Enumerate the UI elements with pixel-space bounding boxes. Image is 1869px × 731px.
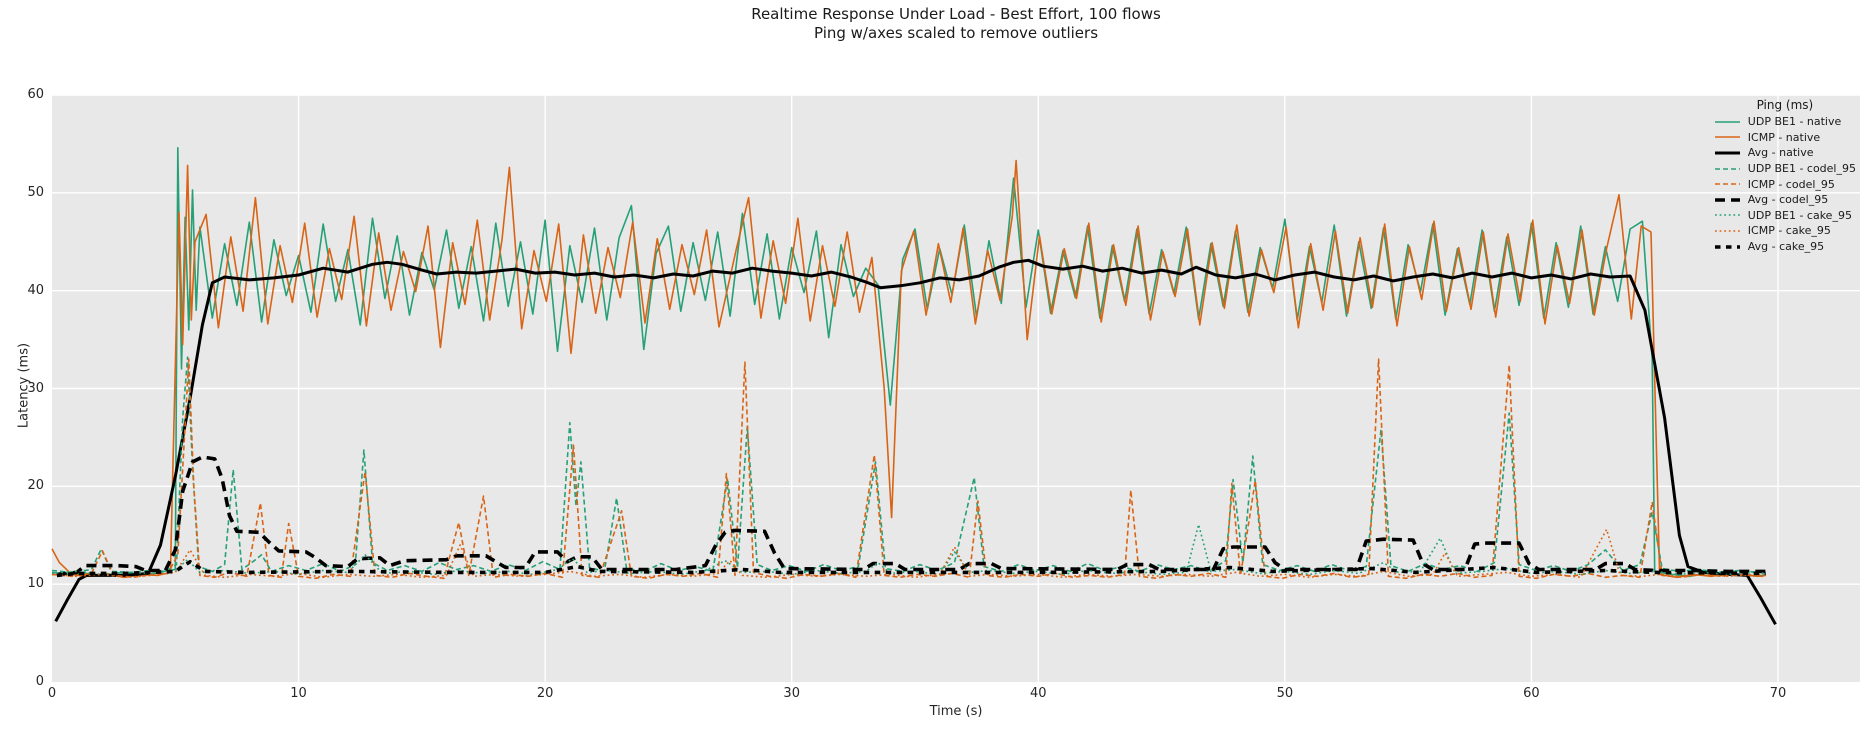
- legend-item-8: Avg - cake_95: [1714, 239, 1824, 255]
- y-tick-label: 40: [27, 282, 44, 298]
- x-tick-label: 0: [47, 686, 57, 701]
- series-line-6: [51, 523, 1766, 576]
- y-tick-label: 30: [27, 380, 44, 396]
- legend-item-3: UDP BE1 - codel_95: [1714, 161, 1856, 177]
- legend-item-6: UDP BE1 - cake_95: [1714, 208, 1852, 224]
- series-line-4: [51, 358, 1766, 580]
- legend-item-4: ICMP - codel_95: [1714, 176, 1835, 192]
- x-tick-label: 30: [783, 686, 800, 701]
- x-axis-label: Time (s): [929, 704, 983, 719]
- legend-item-label: ICMP - cake_95: [1747, 224, 1831, 238]
- legend-item-label: UDP BE1 - native: [1747, 115, 1842, 129]
- chart-title: Realtime Response Under Load - Best Effo…: [456, 5, 1456, 43]
- legend-line-swatch: [1714, 136, 1740, 139]
- x-tick-label: 50: [1276, 686, 1294, 701]
- legend-item-0: UDP BE1 - native: [1714, 114, 1841, 130]
- legend-line-swatch: [1714, 214, 1740, 217]
- legend-line-swatch: [1714, 151, 1740, 155]
- legend-item-label: ICMP - native: [1747, 130, 1821, 144]
- y-tick-label: 0: [35, 674, 44, 689]
- legend-title: Ping (ms): [1756, 98, 1814, 112]
- legend: Ping (ms) UDP BE1 - native ICMP - native A…: [1714, 98, 1856, 254]
- x-tick-label: 60: [1523, 686, 1540, 701]
- legend-item-label: ICMP - codel_95: [1747, 177, 1835, 191]
- legend-item-2: Avg - native: [1714, 145, 1814, 161]
- y-tick-label: 10: [27, 576, 44, 592]
- series-line-2: [54, 258, 1777, 626]
- legend-item-label: Avg - native: [1747, 146, 1814, 160]
- chart-title-line1: Realtime Response Under Load - Best Effo…: [751, 5, 1161, 23]
- legend-line-swatch: [1714, 244, 1740, 249]
- legend-line-swatch: [1714, 120, 1740, 123]
- x-tick-label: 70: [1769, 686, 1787, 701]
- legend-item-label: Avg - codel_95: [1747, 193, 1829, 207]
- legend-item-7: ICMP - cake_95: [1714, 223, 1831, 239]
- series-line-5: [56, 455, 1766, 577]
- y-tick-label: 50: [27, 184, 44, 200]
- legend-line-swatch: [1714, 167, 1740, 170]
- chart-title-line2: Ping w/axes scaled to remove outliers: [813, 24, 1099, 42]
- x-tick-label: 20: [536, 686, 554, 701]
- legend-item-1: ICMP - native: [1714, 130, 1820, 146]
- x-tick-label: 10: [290, 686, 307, 701]
- y-tick-label: 60: [27, 87, 44, 102]
- legend-item-label: UDP BE1 - cake_95: [1747, 208, 1852, 222]
- y-tick-label: 20: [27, 478, 44, 494]
- legend-item-label: UDP BE1 - codel_95: [1747, 162, 1856, 176]
- series-line-3: [51, 356, 1766, 574]
- series-line-8: [56, 559, 1766, 578]
- legend-line-swatch: [1714, 197, 1740, 202]
- x-tick-label: 40: [1030, 686, 1047, 701]
- legend-line-swatch: [1714, 230, 1740, 232]
- legend-item-label: Avg - cake_95: [1747, 240, 1825, 254]
- series-line-1: [51, 159, 1764, 579]
- legend-item-5: Avg - codel_95: [1714, 192, 1828, 208]
- legend-line-swatch: [1714, 183, 1740, 185]
